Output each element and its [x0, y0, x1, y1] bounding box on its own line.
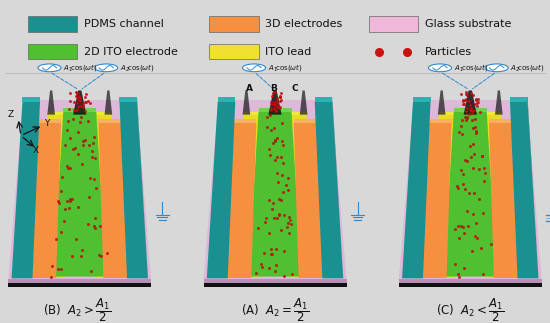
Polygon shape [399, 100, 542, 279]
Polygon shape [520, 119, 527, 278]
FancyBboxPatch shape [209, 16, 258, 32]
Polygon shape [399, 279, 542, 283]
Polygon shape [8, 279, 151, 283]
Polygon shape [218, 123, 256, 278]
Polygon shape [23, 119, 30, 278]
Polygon shape [53, 111, 106, 276]
Text: (B)  $A_2 > \dfrac{A_1}{2}$: (B) $A_2 > \dfrac{A_1}{2}$ [43, 296, 111, 323]
Text: A: A [246, 84, 252, 93]
Text: Y: Y [44, 119, 50, 128]
Polygon shape [98, 119, 129, 123]
Polygon shape [414, 123, 452, 278]
Polygon shape [454, 108, 487, 111]
Polygon shape [438, 90, 446, 115]
Polygon shape [8, 283, 151, 287]
Text: 3D electrodes: 3D electrodes [265, 19, 342, 29]
Text: (A)  $A_2 = \dfrac{A_1}{2}$: (A) $A_2 = \dfrac{A_1}{2}$ [241, 296, 309, 323]
Polygon shape [8, 100, 151, 279]
FancyBboxPatch shape [28, 44, 77, 59]
Polygon shape [47, 90, 55, 115]
Polygon shape [399, 283, 542, 287]
Polygon shape [48, 112, 68, 115]
Polygon shape [236, 115, 263, 277]
Polygon shape [439, 112, 459, 115]
Text: $A_1\!\cos(\omega t)$: $A_1\!\cos(\omega t)$ [454, 62, 488, 73]
Ellipse shape [95, 64, 118, 72]
Polygon shape [119, 97, 137, 102]
Text: ITO lead: ITO lead [265, 47, 311, 57]
Polygon shape [119, 102, 148, 278]
FancyBboxPatch shape [28, 16, 77, 32]
Text: $A_1\!\cos(\omega t)$: $A_1\!\cos(\omega t)$ [63, 62, 98, 73]
FancyBboxPatch shape [368, 16, 418, 32]
Text: $A_2\!\cos(\omega t)$: $A_2\!\cos(\omega t)$ [510, 62, 545, 73]
Polygon shape [421, 119, 452, 123]
Polygon shape [489, 119, 520, 123]
Polygon shape [41, 115, 68, 277]
Text: X: X [32, 146, 39, 155]
Polygon shape [444, 111, 497, 276]
Polygon shape [204, 283, 346, 287]
Polygon shape [482, 115, 509, 277]
Polygon shape [294, 119, 324, 123]
Polygon shape [249, 111, 301, 276]
Text: Z: Z [8, 110, 14, 119]
Polygon shape [527, 97, 538, 278]
Polygon shape [204, 279, 346, 283]
Polygon shape [268, 90, 282, 115]
Ellipse shape [38, 64, 61, 72]
Text: Glass substrate: Glass substrate [425, 19, 511, 29]
Polygon shape [510, 97, 527, 102]
Polygon shape [98, 123, 136, 278]
Polygon shape [30, 119, 61, 123]
Text: $A_2\!\cos(\omega t)$: $A_2\!\cos(\omega t)$ [120, 62, 155, 73]
Polygon shape [204, 100, 346, 279]
Polygon shape [91, 115, 118, 277]
Polygon shape [12, 102, 40, 278]
Polygon shape [104, 90, 112, 115]
Text: (C)  $A_2 < \dfrac{A_1}{2}$: (C) $A_2 < \dfrac{A_1}{2}$ [436, 296, 504, 323]
Polygon shape [226, 119, 256, 123]
Polygon shape [218, 97, 235, 102]
Text: B: B [270, 84, 277, 93]
Polygon shape [324, 119, 332, 278]
Polygon shape [244, 112, 263, 115]
Text: PDMS channel: PDMS channel [84, 19, 163, 29]
Polygon shape [23, 97, 40, 102]
Polygon shape [332, 97, 343, 278]
Ellipse shape [428, 64, 452, 72]
Polygon shape [287, 115, 314, 277]
Polygon shape [315, 102, 343, 278]
Polygon shape [413, 97, 431, 102]
Text: C: C [292, 84, 298, 93]
Polygon shape [402, 102, 431, 278]
Polygon shape [414, 119, 421, 278]
Polygon shape [73, 90, 86, 115]
Polygon shape [23, 123, 61, 278]
Text: 2D ITO electrode: 2D ITO electrode [84, 47, 178, 57]
FancyBboxPatch shape [209, 44, 258, 59]
Polygon shape [489, 123, 527, 278]
Polygon shape [91, 112, 111, 115]
Polygon shape [464, 90, 477, 115]
Polygon shape [510, 102, 538, 278]
Polygon shape [243, 90, 250, 115]
Polygon shape [300, 90, 307, 115]
Polygon shape [218, 119, 226, 278]
Polygon shape [258, 108, 292, 111]
Polygon shape [63, 108, 96, 111]
Text: Particles: Particles [425, 47, 472, 57]
Polygon shape [287, 112, 306, 115]
Polygon shape [129, 119, 136, 278]
Polygon shape [315, 97, 332, 102]
Ellipse shape [243, 64, 266, 72]
Polygon shape [137, 97, 148, 278]
Text: $A_1\!\cos(\omega t)$: $A_1\!\cos(\omega t)$ [268, 62, 302, 73]
Polygon shape [207, 102, 235, 278]
Polygon shape [495, 90, 503, 115]
Polygon shape [482, 112, 502, 115]
Polygon shape [432, 115, 459, 277]
Ellipse shape [485, 64, 508, 72]
Polygon shape [294, 123, 332, 278]
